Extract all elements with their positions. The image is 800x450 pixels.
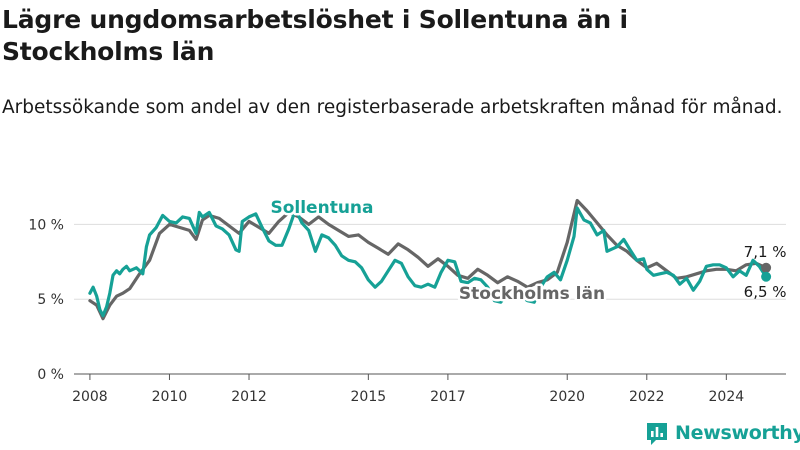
- end-point: [761, 262, 772, 273]
- y-tick-label: 5 %: [37, 292, 64, 308]
- y-tick-label: 0 %: [37, 367, 64, 383]
- series-label-stockholms-lan-halo: Stockholms län: [459, 284, 605, 304]
- end-point: [761, 271, 772, 282]
- bar-chart-logo-icon: [647, 423, 667, 445]
- series-line-sollentuna: [88, 206, 768, 318]
- x-tick-label: 2012: [231, 389, 267, 405]
- x-tick-label: 2024: [709, 389, 745, 405]
- brand-name: Newsworthy: [675, 422, 800, 444]
- series-label-stockholms-lan: Stockholms län: [459, 284, 605, 304]
- x-tick-label: 2022: [629, 389, 665, 405]
- x-tick-label: 2017: [430, 389, 466, 405]
- series-label-sollentuna-halo: Sollentuna: [270, 198, 373, 218]
- series-label-sollentuna: Sollentuna: [270, 198, 373, 218]
- series-line-stockholms-lan: [88, 198, 768, 321]
- newsworthy-logo: Newsworthy: [645, 419, 800, 447]
- x-tick-label: 2008: [72, 389, 108, 405]
- end-value-label: 7,1 %: [744, 243, 787, 261]
- x-tick-label: 2015: [351, 389, 387, 405]
- chart-subtitle: Arbetssökande som andel av den registerb…: [2, 97, 783, 118]
- end-value-label: 6,5 %: [744, 283, 787, 301]
- x-tick-label: 2020: [549, 389, 585, 405]
- chart-title: Lägre ungdomsarbetslöshet i Sollentuna ä…: [2, 5, 628, 66]
- x-tick-label: 2010: [152, 389, 188, 405]
- y-tick-label: 10 %: [28, 217, 64, 233]
